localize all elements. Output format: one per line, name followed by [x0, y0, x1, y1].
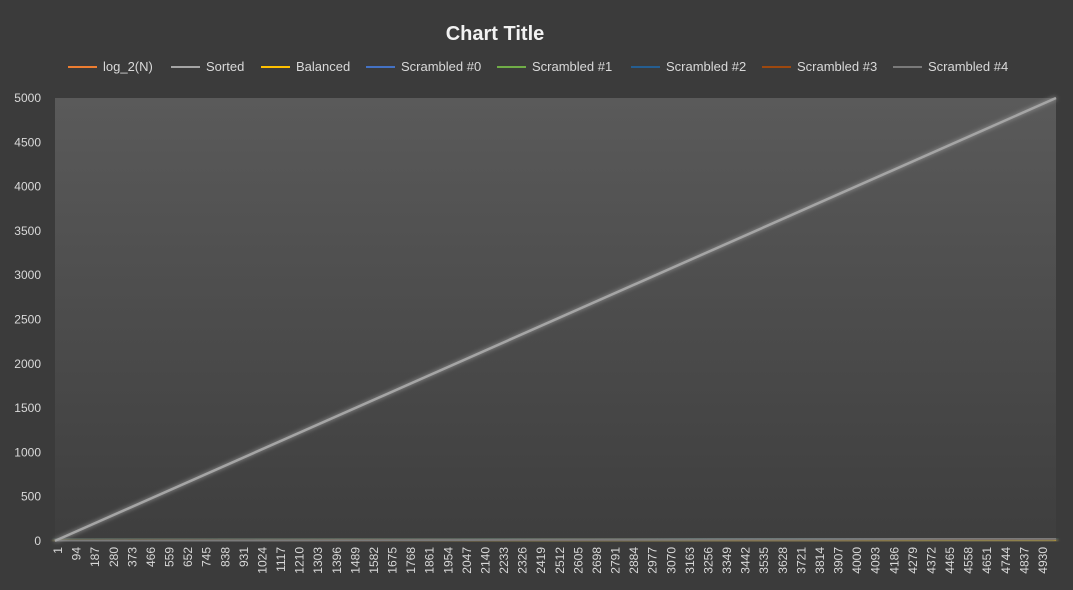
x-tick-label: 3628 [776, 547, 790, 574]
x-tick-label: 4000 [850, 547, 864, 574]
y-tick-label: 2500 [14, 313, 41, 327]
y-tick-label: 3000 [14, 268, 41, 282]
x-tick-label: 1210 [293, 547, 307, 574]
x-tick-label: 4744 [999, 547, 1013, 574]
y-tick-label: 4500 [14, 135, 41, 149]
x-tick-label: 559 [163, 547, 177, 567]
legend-label: Balanced [296, 59, 350, 74]
x-tick-label: 187 [88, 547, 102, 567]
x-tick-label: 838 [218, 547, 232, 567]
x-tick-label: 3349 [720, 547, 734, 574]
x-tick-label: 4093 [869, 547, 883, 574]
x-tick-label: 1582 [367, 547, 381, 574]
y-tick-label: 3500 [14, 224, 41, 238]
legend: log_2(N) Sorted Balanced Scrambled #0 Scramb… [68, 59, 1008, 74]
chart-title: Chart Title [446, 23, 545, 45]
x-tick-label: 3814 [813, 547, 827, 574]
x-tick-label: 652 [181, 547, 195, 567]
x-tick-label: 1 [51, 547, 65, 554]
x-tick-label: 94 [70, 547, 84, 561]
x-tick-label: 3070 [664, 547, 678, 574]
x-tick-label: 4372 [924, 547, 938, 574]
x-tick-label: 2698 [590, 547, 604, 574]
x-tick-label: 466 [144, 547, 158, 567]
x-tick-label: 2140 [478, 547, 492, 574]
legend-label: Scrambled #2 [666, 59, 746, 74]
x-tick-label: 1954 [441, 547, 455, 574]
y-tick-label: 2000 [14, 357, 41, 371]
x-tick-label: 3535 [757, 547, 771, 574]
x-tick-label: 1396 [330, 547, 344, 574]
x-tick-label: 1024 [255, 547, 269, 574]
x-tick-label: 2512 [553, 547, 567, 574]
y-tick-label: 1000 [14, 445, 41, 459]
x-tick-label: 3721 [794, 547, 808, 574]
x-tick-label: 373 [125, 547, 139, 567]
legend-label: Sorted [206, 59, 244, 74]
x-tick-label: 2326 [516, 547, 530, 574]
x-tick-label: 3163 [683, 547, 697, 574]
x-tick-label: 2791 [609, 547, 623, 574]
y-tick-label: 5000 [14, 91, 41, 105]
legend-label: log_2(N) [103, 59, 153, 74]
x-tick-label: 4837 [1017, 547, 1031, 574]
x-tick-label: 3442 [739, 547, 753, 574]
x-tick-label: 4186 [887, 547, 901, 574]
x-tick-label: 1675 [386, 547, 400, 574]
y-tick-label: 0 [34, 534, 41, 548]
x-tick-label: 1861 [423, 547, 437, 574]
x-tick-label: 1117 [274, 547, 288, 572]
x-tick-label: 2884 [627, 547, 641, 574]
x-tick-label: 745 [200, 547, 214, 567]
x-tick-label: 1768 [404, 547, 418, 574]
x-tick-label: 2047 [460, 547, 474, 574]
y-tick-label: 4000 [14, 180, 41, 194]
y-tick-label: 500 [21, 490, 41, 504]
x-tick-label: 280 [107, 547, 121, 567]
x-tick-label: 3907 [832, 547, 846, 574]
x-tick-label: 2233 [497, 547, 511, 574]
x-tick-label: 4558 [962, 547, 976, 574]
series-line [54, 96, 1057, 543]
x-tick-label: 2977 [646, 547, 660, 574]
legend-label: Scrambled #0 [401, 59, 481, 74]
series-layer [54, 96, 1057, 543]
x-tick-label: 4930 [1036, 547, 1050, 574]
x-tick-label: 2419 [534, 547, 548, 574]
legend-label: Scrambled #4 [928, 59, 1008, 74]
x-tick-label: 4651 [980, 547, 994, 574]
x-axis: 1 94 187 280 373 466 559 652 745 838 931 1024 1117 12… [51, 547, 1050, 574]
x-tick-label: 931 [237, 547, 251, 567]
y-axis: 0 500 1000 1500 2000 2500 3000 3500 4000 4500 5000 [14, 91, 41, 548]
y-tick-label: 1500 [14, 401, 41, 415]
legend-label: Scrambled #3 [797, 59, 877, 74]
x-tick-label: 1489 [348, 547, 362, 574]
x-tick-label: 2605 [571, 547, 585, 574]
x-tick-label: 3256 [701, 547, 715, 574]
x-tick-label: 4465 [943, 547, 957, 574]
x-tick-label: 4279 [906, 547, 920, 574]
series-line [54, 537, 1057, 542]
x-tick-label: 1303 [311, 547, 325, 574]
legend-label: Scrambled #1 [532, 59, 612, 74]
